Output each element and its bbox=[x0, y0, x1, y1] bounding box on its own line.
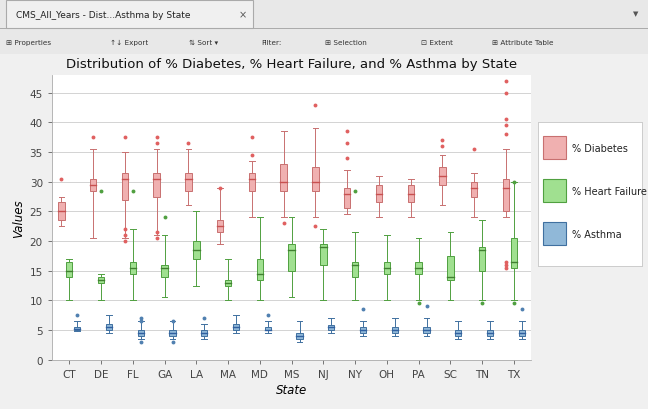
FancyBboxPatch shape bbox=[543, 180, 566, 203]
Bar bbox=[423, 327, 430, 333]
Bar bbox=[384, 262, 390, 274]
Bar bbox=[352, 262, 358, 277]
Text: CMS_All_Years - Dist...Asthma by State: CMS_All_Years - Dist...Asthma by State bbox=[16, 11, 191, 20]
Bar bbox=[471, 182, 478, 197]
Bar bbox=[328, 326, 334, 330]
Bar bbox=[439, 167, 446, 185]
Text: ⇅ Sort ▾: ⇅ Sort ▾ bbox=[189, 40, 218, 46]
Text: ↑↓ Export: ↑↓ Export bbox=[110, 40, 148, 46]
Bar bbox=[479, 247, 485, 271]
Text: % Heart Failure: % Heart Failure bbox=[572, 187, 647, 196]
Bar bbox=[455, 330, 461, 336]
Text: % Asthma: % Asthma bbox=[572, 229, 621, 239]
Bar bbox=[257, 259, 263, 280]
Bar bbox=[90, 179, 97, 191]
Bar bbox=[408, 185, 414, 203]
Bar bbox=[487, 330, 493, 336]
Text: ×: × bbox=[239, 11, 247, 20]
Bar bbox=[518, 330, 525, 336]
Text: ⊞ Selection: ⊞ Selection bbox=[325, 40, 367, 46]
Bar bbox=[376, 185, 382, 203]
Bar bbox=[511, 238, 517, 268]
Bar bbox=[201, 330, 207, 336]
Bar bbox=[130, 262, 136, 274]
Bar bbox=[415, 262, 422, 274]
Bar bbox=[137, 330, 144, 336]
Bar bbox=[264, 327, 271, 330]
Bar bbox=[193, 241, 200, 259]
Bar bbox=[106, 324, 112, 330]
Text: Filter:: Filter: bbox=[261, 40, 281, 46]
FancyBboxPatch shape bbox=[543, 223, 566, 246]
Bar bbox=[360, 327, 366, 333]
Bar bbox=[58, 203, 65, 221]
Bar bbox=[161, 265, 168, 277]
Bar bbox=[217, 221, 224, 233]
Bar bbox=[344, 188, 351, 209]
Bar bbox=[503, 179, 509, 212]
Y-axis label: Values: Values bbox=[12, 198, 25, 237]
Bar bbox=[225, 280, 231, 286]
Bar bbox=[233, 324, 239, 330]
Bar bbox=[74, 327, 80, 330]
FancyBboxPatch shape bbox=[543, 137, 566, 160]
Bar bbox=[169, 330, 176, 336]
Bar bbox=[391, 327, 398, 333]
Bar bbox=[447, 256, 454, 280]
X-axis label: State: State bbox=[276, 383, 307, 396]
Text: % Diabetes: % Diabetes bbox=[572, 144, 628, 153]
Bar bbox=[66, 262, 73, 277]
Bar bbox=[122, 173, 128, 200]
Bar bbox=[281, 164, 287, 191]
Bar bbox=[154, 173, 160, 197]
Bar bbox=[185, 173, 192, 191]
Bar bbox=[312, 167, 319, 191]
Text: ⊞ Attribute Table: ⊞ Attribute Table bbox=[492, 40, 554, 46]
Bar bbox=[296, 333, 303, 339]
Bar bbox=[320, 245, 327, 265]
Bar bbox=[288, 245, 295, 271]
Title: Distribution of % Diabetes, % Heart Failure, and % Asthma by State: Distribution of % Diabetes, % Heart Fail… bbox=[66, 57, 517, 70]
Text: ⊡ Extent: ⊡ Extent bbox=[421, 40, 452, 46]
Bar bbox=[98, 277, 104, 283]
Text: ⊞ Properties: ⊞ Properties bbox=[6, 40, 52, 46]
Text: ▼: ▼ bbox=[633, 11, 638, 17]
Bar bbox=[249, 173, 255, 191]
FancyBboxPatch shape bbox=[6, 1, 253, 29]
